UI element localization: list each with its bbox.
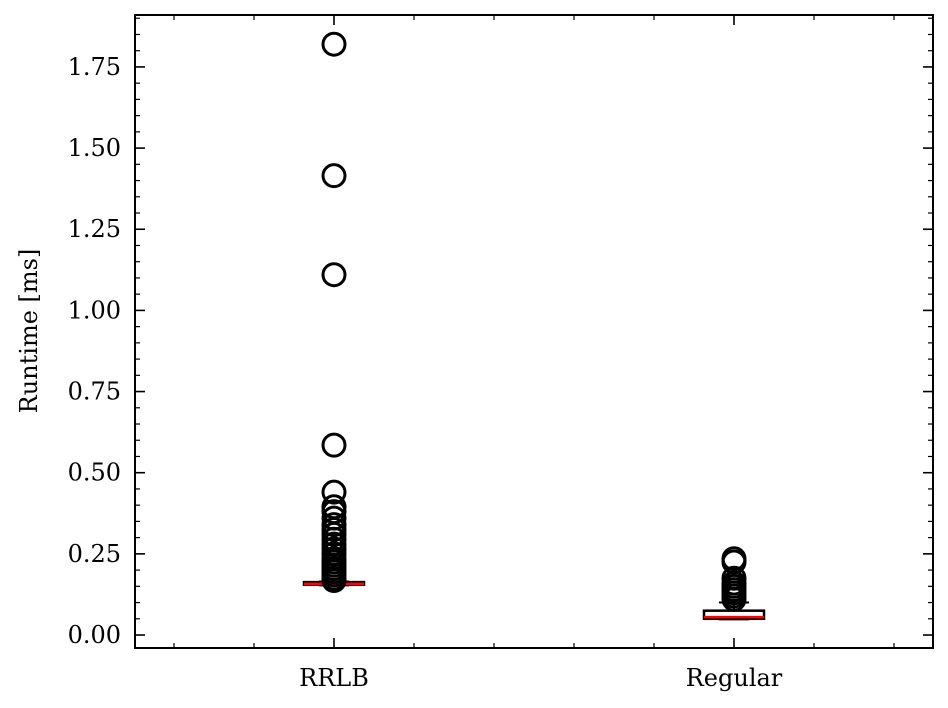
plot-frame bbox=[134, 14, 934, 649]
outlier-point bbox=[321, 479, 347, 505]
y-tick-label: 1.75 bbox=[68, 53, 121, 81]
plot-frame-group bbox=[134, 14, 934, 649]
box-rrlb bbox=[302, 31, 366, 593]
y-tick-label: 0.50 bbox=[68, 459, 121, 487]
outlier-point bbox=[321, 262, 347, 288]
outlier-point bbox=[321, 567, 347, 593]
box-regular bbox=[702, 546, 766, 621]
outlier-point bbox=[321, 31, 347, 57]
outlier-point bbox=[321, 163, 347, 189]
y-tick-label: 0.75 bbox=[68, 378, 121, 406]
y-axis-ticks: 0.00 0.25 0.50 0.75 1.00 1.25 1.50 1.75 bbox=[68, 17, 933, 649]
y-tick-label: 1.25 bbox=[68, 215, 121, 243]
y-axis-label: Runtime [ms] bbox=[15, 249, 43, 414]
outlier-point bbox=[321, 432, 347, 458]
y-tick-label: 0.00 bbox=[68, 621, 121, 649]
y-tick-label: 1.50 bbox=[68, 134, 121, 162]
y-tick-label: 1.00 bbox=[68, 296, 121, 324]
x-axis-ticks: RRLB Regular bbox=[173, 15, 895, 692]
x-tick-label: Regular bbox=[686, 664, 783, 692]
boxes-group bbox=[302, 31, 766, 621]
outlier-point bbox=[721, 586, 747, 612]
y-tick-label: 0.25 bbox=[68, 540, 121, 568]
x-tick-label: RRLB bbox=[299, 664, 369, 692]
